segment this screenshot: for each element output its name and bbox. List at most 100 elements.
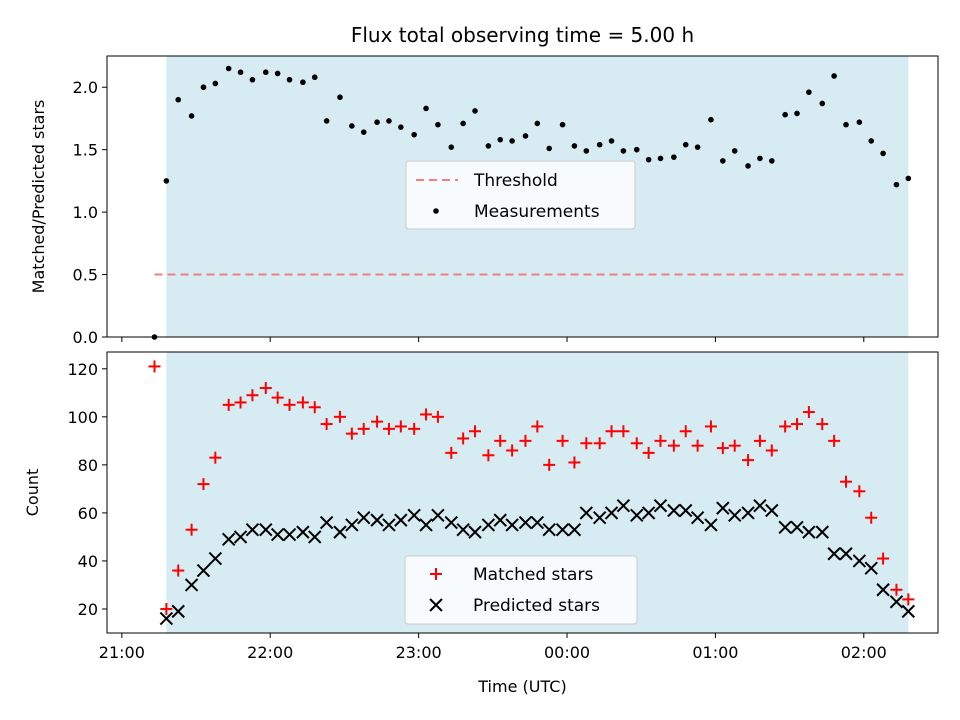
predicted-star-point: [741, 506, 755, 520]
cross-stroke: [370, 513, 384, 527]
predicted-star-point: [704, 518, 718, 532]
predicted-star-point: [319, 515, 334, 530]
top-panel-axes: 0.0 0.5 1.0 1.5 2.0: [73, 78, 865, 347]
matched-star-point: [802, 406, 815, 419]
measurement-point: [534, 120, 541, 127]
cross-stroke: [630, 508, 644, 523]
measurement-point: [868, 138, 875, 144]
cross-stroke: [444, 515, 458, 530]
cross-stroke: [753, 499, 767, 513]
predicted-star-point: [394, 513, 408, 527]
matched-star-point: [271, 391, 284, 404]
matched-star-point: [556, 434, 569, 447]
cross-stroke: [765, 503, 779, 518]
predicted-star-point: [667, 503, 681, 518]
predicted-star-point: [370, 513, 384, 527]
cross-stroke: [308, 530, 322, 544]
cross-stroke: [679, 503, 693, 518]
cross-stroke: [778, 520, 792, 535]
measurement-point: [633, 146, 640, 153]
measurement-point: [163, 178, 170, 184]
matched-star-point: [742, 454, 755, 467]
predicted-star-point: [790, 520, 804, 535]
cross-stroke: [901, 604, 916, 619]
predicted-star-point: [778, 520, 792, 535]
cross-stroke: [518, 515, 533, 530]
predicted-star-point: [444, 515, 458, 530]
measurement-point: [596, 141, 603, 148]
matched-star-point: [420, 408, 433, 421]
matched-star-point: [431, 410, 444, 423]
cross-stroke: [429, 598, 443, 612]
predicted-star-point: [555, 523, 570, 537]
measurement-point: [274, 70, 281, 77]
matched-star-point: [679, 425, 692, 438]
measurement-point: [905, 175, 912, 182]
matched-star-point: [494, 434, 507, 447]
measurement-point: [237, 69, 244, 76]
matched-star-point: [246, 389, 259, 402]
measurement-point: [546, 145, 553, 152]
matched-stars-legend-label: Matched stars: [473, 565, 593, 585]
matched-star-point: [148, 360, 161, 373]
measurement-point: [286, 76, 293, 83]
predicted-star-point: [815, 525, 829, 539]
cross-stroke: [641, 506, 656, 520]
predicted-star-point: [407, 508, 421, 523]
matched-star-point: [828, 434, 841, 447]
y-tick-label: 2.0: [73, 78, 98, 97]
predicted-star-point: [604, 506, 619, 520]
predicted-stars-legend-label: Predicted stars: [473, 596, 600, 616]
predicted-star-point: [641, 506, 656, 520]
top-legend-box: [405, 160, 636, 230]
matched-star-point: [791, 418, 804, 431]
cross-stroke: [876, 583, 890, 597]
predicted-star-point: [345, 518, 359, 532]
threshold-legend-label: Threshold: [473, 171, 558, 191]
predicted-star-point: [282, 527, 297, 542]
predicted-star-point: [259, 523, 273, 537]
predicted-star-point: [431, 508, 445, 523]
matched-star-point: [654, 434, 667, 447]
predicted-star-point: [208, 551, 223, 566]
matched-star-point: [865, 511, 878, 524]
cross-stroke: [245, 523, 260, 537]
x-tick-label: 02:00: [841, 643, 887, 662]
top-panel-marks: [151, 65, 912, 340]
matched-star-point: [333, 410, 346, 423]
cross-stroke: [456, 523, 470, 537]
matched-star-point: [568, 456, 581, 469]
measurement-point: [225, 65, 232, 72]
y-tick-label: 40: [78, 552, 98, 571]
measurement-point: [843, 121, 849, 128]
cross-stroke: [431, 508, 445, 523]
bottom-y-axis-label: Count: [23, 469, 42, 517]
matched-stars-legend-swatch: [430, 568, 442, 580]
cross-stroke: [333, 525, 347, 539]
cross-stroke: [530, 515, 545, 530]
cross-stroke: [419, 518, 433, 532]
cross-stroke: [394, 513, 408, 527]
measurements-legend-label: Measurements: [474, 202, 600, 222]
measurement-point: [411, 131, 417, 138]
predicted-star-point: [518, 515, 533, 530]
predicted-star-point: [357, 511, 371, 525]
measurement-point: [608, 138, 615, 144]
predicted-star-point: [171, 604, 185, 619]
matched-star-point: [839, 475, 852, 488]
predicted-star-point: [542, 523, 556, 537]
predicted-star-point: [630, 508, 644, 523]
measurement-point: [200, 84, 207, 91]
x-tick-label: 23:00: [396, 643, 442, 662]
predicted-star-point: [889, 595, 904, 609]
predicted-star-point: [727, 508, 742, 523]
cross-stroke: [815, 525, 829, 539]
y-tick-label: 80: [78, 456, 98, 475]
predicted-star-point: [864, 561, 878, 575]
y-tick-label: 100: [67, 408, 98, 427]
matched-star-point: [519, 434, 532, 447]
cross-stroke: [667, 503, 681, 518]
matched-star-point: [320, 418, 333, 431]
matched-star-point: [357, 422, 370, 435]
predicted-star-point: [468, 525, 482, 539]
